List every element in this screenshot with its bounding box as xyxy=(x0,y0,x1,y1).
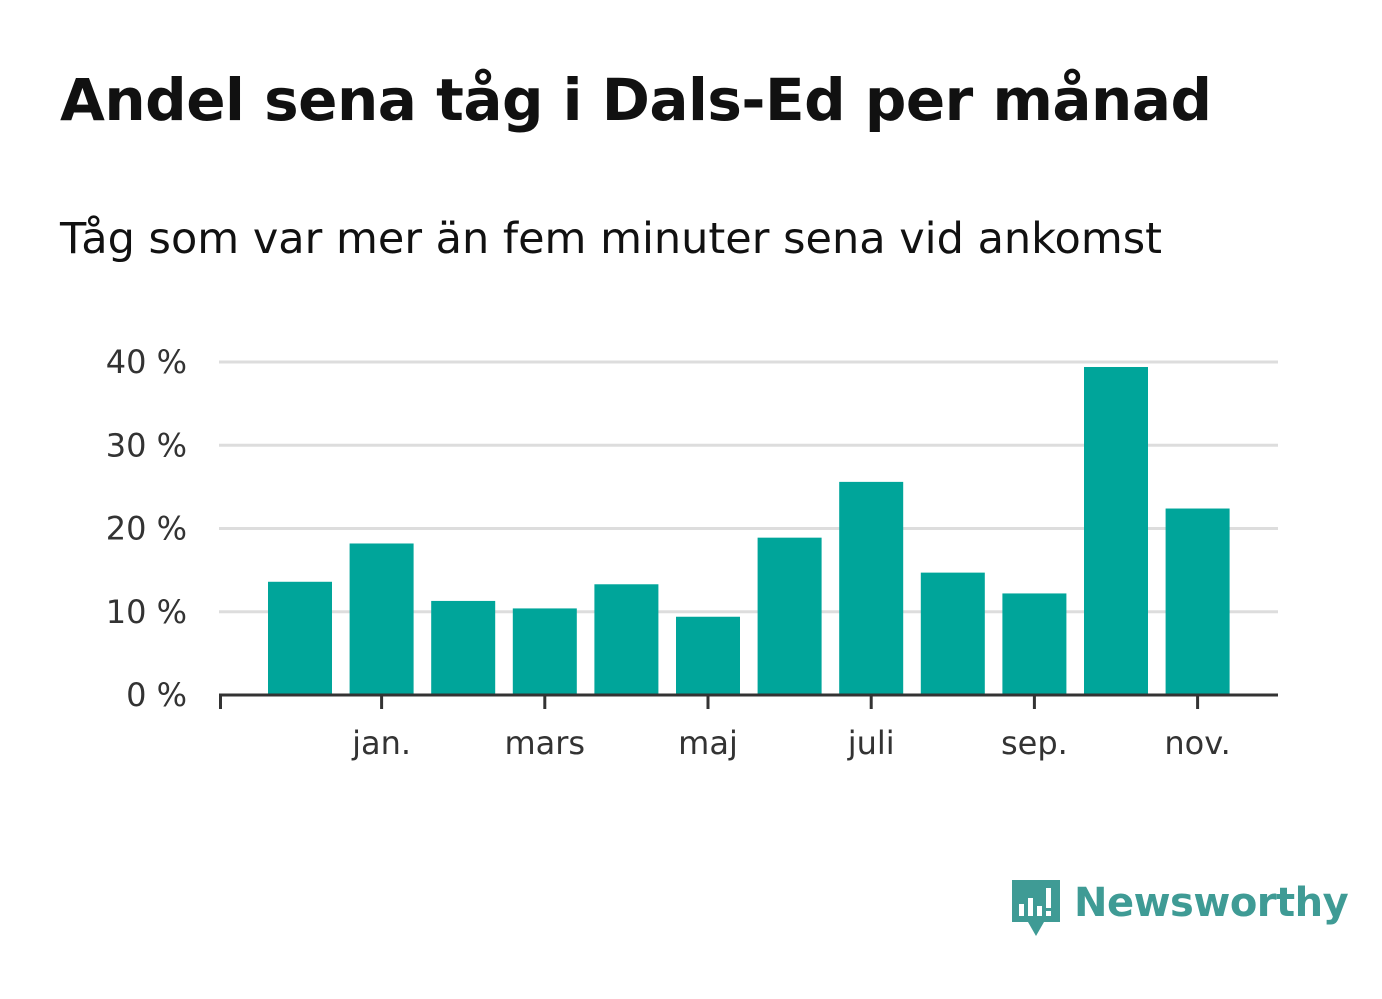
bar-0 xyxy=(268,581,332,695)
x-axis xyxy=(219,693,1278,709)
chart-subtitle: Tåg som var mer än fem minuter sena vid … xyxy=(60,214,1163,264)
bar-3 xyxy=(512,608,577,695)
y-tick-label: 0 % xyxy=(126,676,187,714)
x-tick-label: sep. xyxy=(1001,724,1068,762)
y-tick-label: 40 % xyxy=(106,343,187,381)
y-tick-label: 10 % xyxy=(106,593,187,631)
y-tick-label: 20 % xyxy=(106,510,187,548)
bar-11 xyxy=(1165,508,1230,695)
x-axis-labels: jan. mars maj juli sep. nov. xyxy=(351,724,1231,762)
bar-10 xyxy=(1084,366,1148,695)
bar-9 xyxy=(1002,593,1067,695)
bar-2 xyxy=(431,600,496,695)
x-tick-label: maj xyxy=(678,724,738,762)
bar-5 xyxy=(676,616,740,695)
x-tick-label: mars xyxy=(504,724,585,762)
newsworthy-logo-icon xyxy=(1012,880,1060,936)
bar-8 xyxy=(920,572,985,695)
x-tick-label: nov. xyxy=(1164,724,1230,762)
x-tick-label: jan. xyxy=(351,724,411,762)
bars xyxy=(268,366,1230,695)
brand-name: Newsworthy xyxy=(1074,880,1349,926)
bar-4 xyxy=(594,584,659,695)
bar-7 xyxy=(839,481,904,695)
bar-6 xyxy=(757,537,822,695)
y-tick-label: 30 % xyxy=(106,426,187,464)
x-tick-label: juli xyxy=(847,724,895,762)
brand-logo: Newsworthy xyxy=(1010,878,1349,942)
bar-1 xyxy=(349,543,414,695)
chart-title: Andel sena tåg i Dals-Ed per månad xyxy=(60,66,1212,134)
y-axis-labels: 0 % 10 % 20 % 30 % 40 % xyxy=(106,343,187,714)
